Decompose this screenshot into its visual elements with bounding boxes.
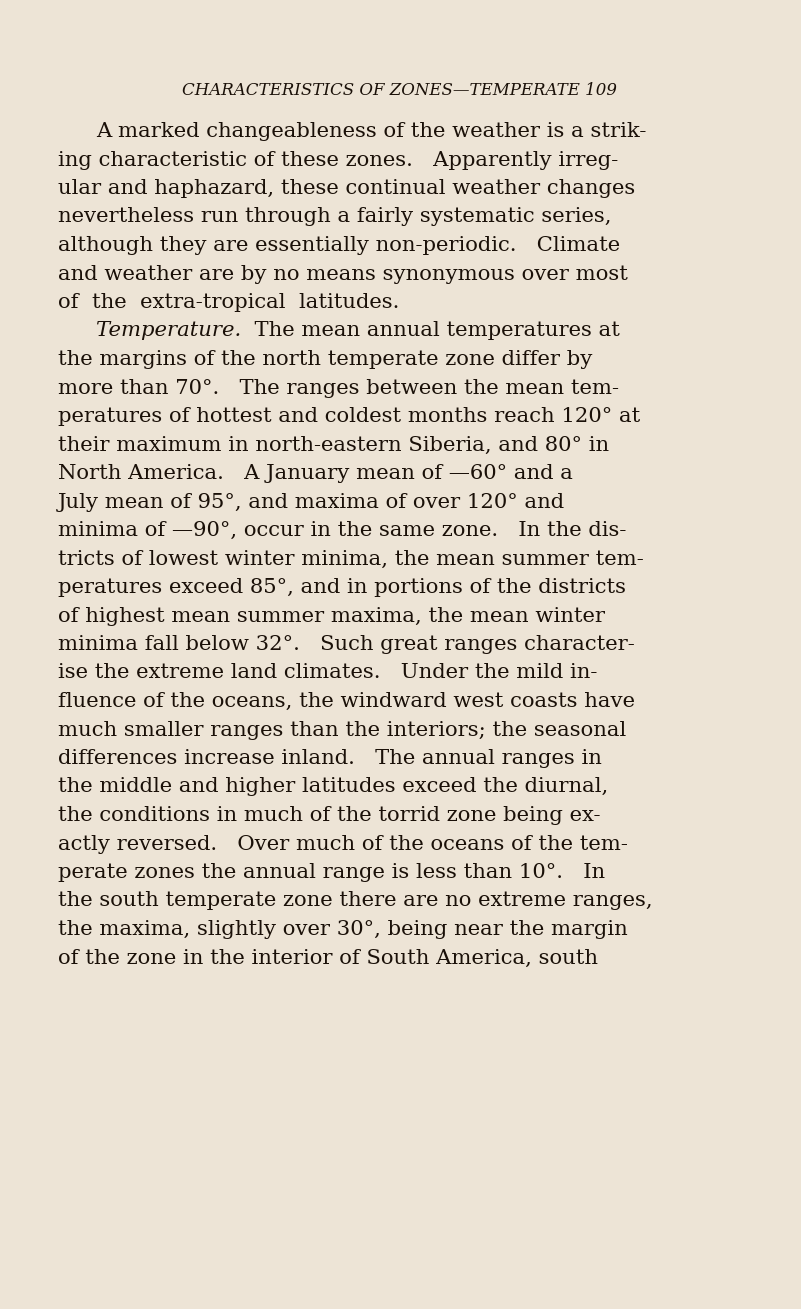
Text: North America.   A January mean of —60° and a: North America. A January mean of —60° an…: [58, 463, 573, 483]
Text: their maximum in north-eastern Siberia, and 80° in: their maximum in north-eastern Siberia, …: [58, 436, 609, 454]
Text: the maxima, slightly over 30°, being near the margin: the maxima, slightly over 30°, being nea…: [58, 920, 628, 939]
Text: CHARACTERISTICS OF ZONES—TEMPERATE 109: CHARACTERISTICS OF ZONES—TEMPERATE 109: [183, 82, 618, 99]
Text: much smaller ranges than the interiors; the seasonal: much smaller ranges than the interiors; …: [58, 720, 626, 740]
Text: July mean of 95°, and maxima of over 120° and: July mean of 95°, and maxima of over 120…: [58, 492, 566, 512]
Text: perate zones the annual range is less than 10°.   In: perate zones the annual range is less th…: [58, 863, 605, 882]
Text: A marked changeableness of the weather is a strik-: A marked changeableness of the weather i…: [96, 122, 646, 141]
Text: ing characteristic of these zones.   Apparently irreg-: ing characteristic of these zones. Appar…: [58, 151, 618, 169]
Text: ise the extreme land climates.   Under the mild in-: ise the extreme land climates. Under the…: [58, 664, 598, 682]
Text: the south temperate zone there are no extreme ranges,: the south temperate zone there are no ex…: [58, 891, 653, 911]
Text: fluence of the oceans, the windward west coasts have: fluence of the oceans, the windward west…: [58, 692, 635, 711]
Text: of highest mean summer maxima, the mean winter: of highest mean summer maxima, the mean …: [58, 606, 605, 626]
Text: and weather are by no means synonymous over most: and weather are by no means synonymous o…: [58, 264, 628, 284]
Text: minima of —90°, occur in the same zone.   In the dis-: minima of —90°, occur in the same zone. …: [58, 521, 626, 541]
Text: nevertheless run through a fairly systematic series,: nevertheless run through a fairly system…: [58, 208, 611, 226]
Text: differences increase inland.   The annual ranges in: differences increase inland. The annual …: [58, 749, 602, 768]
Text: more than 70°.   The ranges between the mean tem-: more than 70°. The ranges between the me…: [58, 378, 619, 398]
Text: peratures of hottest and coldest months reach 120° at: peratures of hottest and coldest months …: [58, 407, 640, 425]
Text: ular and haphazard, these continual weather changes: ular and haphazard, these continual weat…: [58, 179, 635, 198]
Text: actly reversed.   Over much of the oceans of the tem-: actly reversed. Over much of the oceans …: [58, 835, 628, 853]
Text: of the zone in the interior of South America, south: of the zone in the interior of South Ame…: [58, 949, 598, 967]
Text: tricts of lowest winter minima, the mean summer tem-: tricts of lowest winter minima, the mean…: [58, 550, 644, 568]
Text: Temperature.: Temperature.: [96, 322, 241, 340]
Text: the middle and higher latitudes exceed the diurnal,: the middle and higher latitudes exceed t…: [58, 778, 608, 796]
Text: peratures exceed 85°, and in portions of the districts: peratures exceed 85°, and in portions of…: [58, 579, 626, 597]
Text: although they are essentially non-periodic.   Climate: although they are essentially non-period…: [58, 236, 620, 255]
Text: the conditions in much of the torrid zone being ex-: the conditions in much of the torrid zon…: [58, 806, 601, 825]
Text: minima fall below 32°.   Such great ranges character-: minima fall below 32°. Such great ranges…: [58, 635, 634, 654]
Text: of  the  extra-tropical  latitudes.: of the extra-tropical latitudes.: [58, 293, 400, 312]
Text: The mean annual temperatures at: The mean annual temperatures at: [241, 322, 620, 340]
Text: the margins of the north temperate zone differ by: the margins of the north temperate zone …: [58, 350, 593, 369]
